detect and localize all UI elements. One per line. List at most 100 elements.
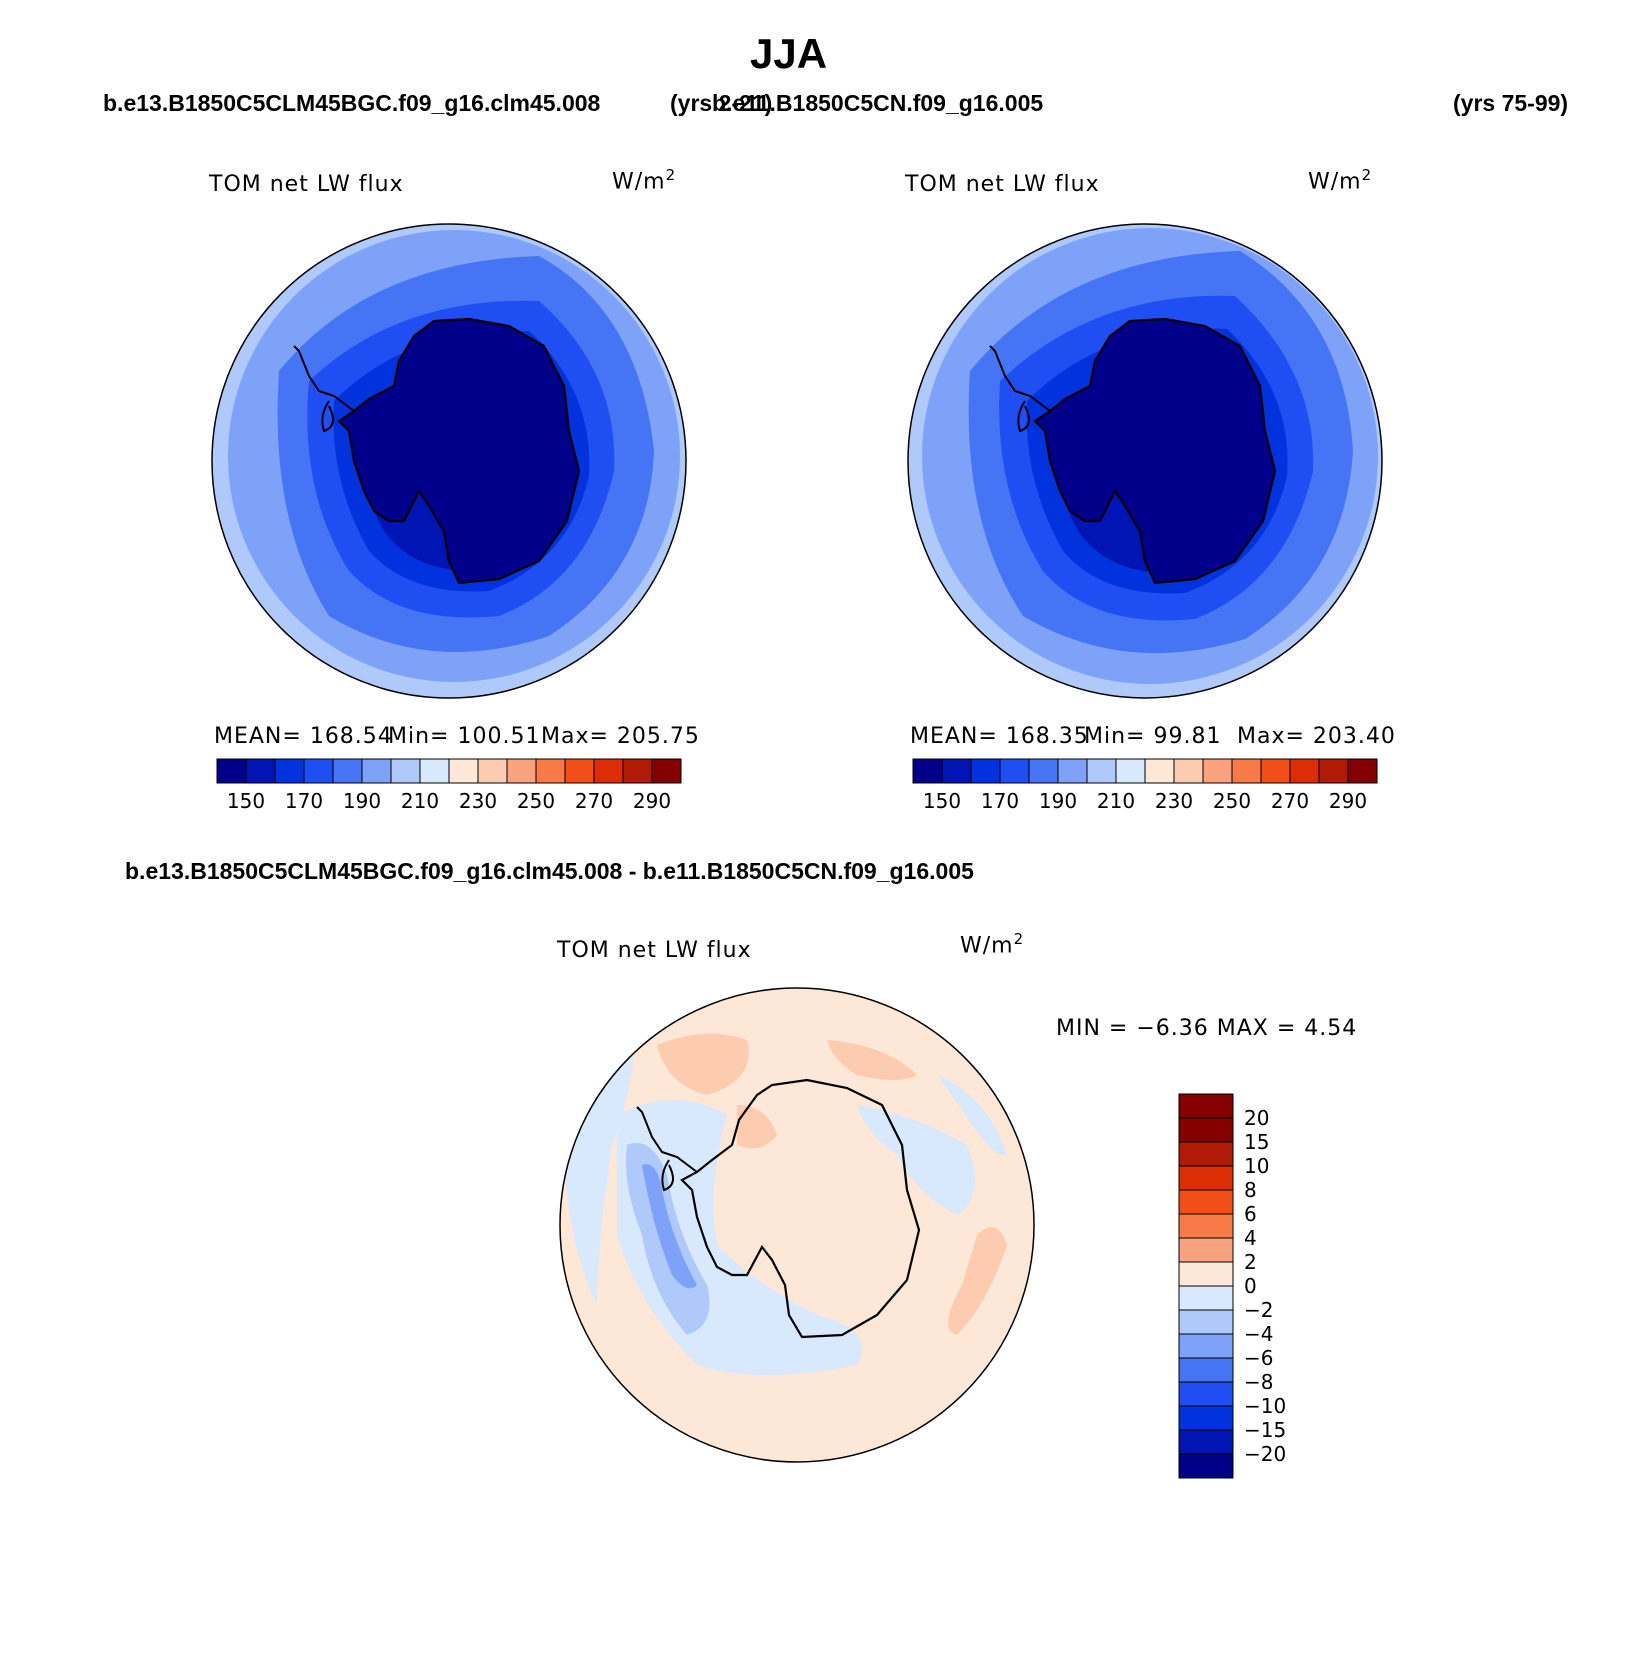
panel1-peninsula-coast bbox=[293, 345, 355, 433]
colorbar-swatch bbox=[303, 758, 334, 784]
colorbar-swatch bbox=[941, 758, 972, 784]
case2-years: (yrs 75-99) bbox=[1453, 90, 1569, 116]
colorbar-swatch bbox=[1178, 1213, 1234, 1239]
colorbar-tick-label: 20 bbox=[1244, 1106, 1269, 1130]
colorbar-swatch bbox=[477, 758, 508, 784]
colorbar-tick-label: 290 bbox=[633, 789, 671, 813]
colorbar-swatch bbox=[1086, 758, 1117, 784]
colorbar-swatch bbox=[245, 758, 276, 784]
colorbar-swatch bbox=[535, 758, 566, 784]
colorbar-tick-label: 150 bbox=[227, 789, 265, 813]
colorbar-swatch bbox=[1178, 1357, 1234, 1383]
colorbar-tick-label: 170 bbox=[285, 789, 323, 813]
colorbar-swatch bbox=[1028, 758, 1059, 784]
colorbar-swatch bbox=[1178, 1189, 1234, 1215]
colorbar-swatch bbox=[593, 758, 624, 784]
colorbar-swatch bbox=[1178, 1381, 1234, 1407]
colorbar-tick-label: 290 bbox=[1329, 789, 1367, 813]
panel1-map-border bbox=[211, 223, 687, 699]
colorbar-swatch bbox=[1318, 758, 1349, 784]
colorbar-tick-label: −15 bbox=[1244, 1418, 1286, 1442]
colorbar-swatch bbox=[1144, 758, 1175, 784]
case2-title: b.e11.B1850C5CN.f09_g16.005 bbox=[712, 90, 1044, 116]
panel1-units: W/m2 bbox=[612, 166, 677, 195]
panel2-min: Min= 99.81 bbox=[1084, 724, 1222, 749]
panel1-max: Max= 205.75 bbox=[541, 724, 700, 749]
colorbar-swatch bbox=[1260, 758, 1291, 784]
colorbar-swatch bbox=[912, 758, 943, 784]
colorbar-tick-label: −4 bbox=[1244, 1322, 1273, 1346]
colorbar-swatch bbox=[1178, 1237, 1234, 1263]
case1-title: b.e13.B1850C5CLM45BGC.f09_g16.clm45.008 bbox=[103, 90, 601, 116]
colorbar-tick-label: −20 bbox=[1244, 1442, 1286, 1466]
diff-title: b.e13.B1850C5CLM45BGC.f09_g16.clm45.008 … bbox=[125, 858, 974, 884]
panel1-colorbar: 150 170 190 210 230 250 270 290 bbox=[216, 758, 682, 813]
panel1-polar-map bbox=[211, 223, 687, 699]
colorbar-tick-label: 6 bbox=[1244, 1202, 1257, 1226]
colorbar-swatch bbox=[1178, 1141, 1234, 1167]
panel2-max: Max= 203.40 bbox=[1237, 724, 1396, 749]
colorbar-swatch bbox=[1178, 1165, 1234, 1191]
colorbar-swatch bbox=[216, 758, 247, 784]
colorbar-tick-label: 190 bbox=[1039, 789, 1077, 813]
colorbar-tick-label: −8 bbox=[1244, 1370, 1273, 1394]
colorbar-swatch bbox=[622, 758, 653, 784]
colorbar-swatch bbox=[1178, 1117, 1234, 1143]
colorbar-swatch bbox=[970, 758, 1001, 784]
colorbar-swatch bbox=[1178, 1333, 1234, 1359]
colorbar-tick-label: −10 bbox=[1244, 1394, 1286, 1418]
panel2-antarctica-fill bbox=[1033, 317, 1277, 585]
colorbar-swatch bbox=[999, 758, 1030, 784]
panel2-map-border bbox=[907, 223, 1383, 699]
colorbar-swatch bbox=[506, 758, 537, 784]
colorbar-tick-label: 230 bbox=[1155, 789, 1193, 813]
panel2-colorbar: 150 170 190 210 230 250 270 290 bbox=[912, 758, 1378, 813]
colorbar-swatch bbox=[1178, 1309, 1234, 1335]
colorbar-tick-label: 210 bbox=[401, 789, 439, 813]
diff-peninsula-coast bbox=[636, 1106, 698, 1192]
colorbar-tick-label: 4 bbox=[1244, 1226, 1257, 1250]
colorbar-swatch bbox=[1231, 758, 1262, 784]
diff-antarctica-outline bbox=[680, 1078, 921, 1339]
colorbar-tick-label: 270 bbox=[1271, 789, 1309, 813]
panel2-units: W/m2 bbox=[1308, 166, 1373, 195]
panel2-mean: MEAN= 168.35 bbox=[910, 724, 1089, 749]
colorbar-swatch bbox=[419, 758, 450, 784]
colorbar-tick-label: 150 bbox=[923, 789, 961, 813]
colorbar-tick-label: −6 bbox=[1244, 1346, 1273, 1370]
colorbar-swatch bbox=[1173, 758, 1204, 784]
colorbar-swatch bbox=[1202, 758, 1233, 784]
diff-map-border bbox=[559, 987, 1035, 1463]
colorbar-swatch bbox=[274, 758, 305, 784]
colorbar-tick-label: 230 bbox=[459, 789, 497, 813]
colorbar-tick-label: 170 bbox=[981, 789, 1019, 813]
colorbar-swatch bbox=[1178, 1093, 1234, 1119]
colorbar-swatch bbox=[1178, 1429, 1234, 1455]
colorbar-swatch bbox=[1115, 758, 1146, 784]
colorbar-tick-label: 270 bbox=[575, 789, 613, 813]
colorbar-swatch bbox=[651, 758, 682, 784]
colorbar-tick-label: 10 bbox=[1244, 1154, 1269, 1178]
colorbar-tick-label: 250 bbox=[1213, 789, 1251, 813]
colorbar-swatch bbox=[1178, 1285, 1234, 1311]
colorbar-swatch bbox=[1178, 1453, 1234, 1479]
panel1-mean: MEAN= 168.54 bbox=[214, 724, 393, 749]
colorbar-tick-label: 8 bbox=[1244, 1178, 1257, 1202]
panel1-variable-title: TOM net LW flux bbox=[209, 172, 404, 197]
season-title: JJA bbox=[750, 30, 828, 77]
diff-minmax: MIN = −6.36 MAX = 4.54 bbox=[1056, 1016, 1358, 1041]
panel1-antarctica-fill bbox=[337, 317, 581, 585]
colorbar-tick-label: −2 bbox=[1244, 1298, 1273, 1322]
colorbar-swatch bbox=[1057, 758, 1088, 784]
colorbar-tick-label: 0 bbox=[1244, 1274, 1257, 1298]
colorbar-tick-label: 210 bbox=[1097, 789, 1135, 813]
case1-years: (yrs 2-21) bbox=[670, 90, 773, 116]
colorbar-tick-label: 2 bbox=[1244, 1250, 1257, 1274]
colorbar-swatch bbox=[1347, 758, 1378, 784]
colorbar-tick-label: 250 bbox=[517, 789, 555, 813]
colorbar-swatch bbox=[332, 758, 363, 784]
diff-polar-map bbox=[559, 987, 1035, 1463]
colorbar-tick-label: 190 bbox=[343, 789, 381, 813]
colorbar-swatch bbox=[361, 758, 392, 784]
